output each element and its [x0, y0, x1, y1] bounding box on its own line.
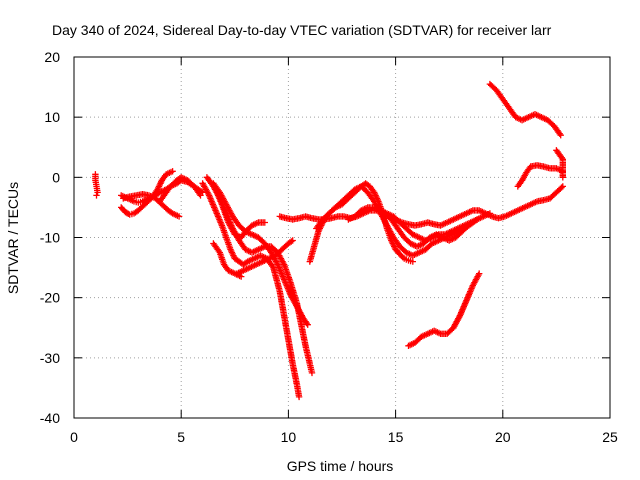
data-series-11 — [233, 237, 296, 277]
series-markers — [156, 174, 204, 205]
series-markers — [553, 147, 566, 181]
data-series-9 — [212, 186, 268, 241]
data-series-5 — [156, 174, 204, 205]
series-markers — [120, 191, 183, 220]
data-series-16 — [381, 210, 472, 250]
series-markers — [405, 270, 483, 349]
y-tick-label: 20 — [44, 49, 60, 65]
data-series-17 — [405, 270, 483, 349]
y-tick-label: 0 — [52, 169, 60, 185]
chart-title: Day 340 of 2024, Sidereal Day-to-day VTE… — [52, 22, 552, 38]
series-markers — [233, 237, 296, 277]
data-series — [92, 80, 566, 401]
y-axis-label: SDTVAR / TECUs — [5, 182, 21, 294]
x-tick-label: 10 — [281, 429, 297, 445]
y-tick-label: 10 — [44, 109, 60, 125]
x-tick-label: 0 — [70, 429, 78, 445]
data-series-20 — [553, 147, 566, 181]
y-tick-label: -20 — [40, 290, 60, 306]
series-markers — [486, 80, 564, 139]
series-markers — [514, 162, 566, 190]
data-series-18 — [486, 80, 564, 139]
data-series-1 — [92, 171, 101, 199]
x-tick-label: 15 — [388, 429, 404, 445]
series-markers — [92, 171, 101, 199]
series-markers — [212, 186, 268, 241]
x-tick-label: 25 — [602, 429, 618, 445]
y-tick-label: -40 — [40, 410, 60, 426]
y-tick-label: -10 — [40, 230, 60, 246]
x-tick-label: 5 — [177, 429, 185, 445]
x-axis-label: GPS time / hours — [287, 458, 394, 474]
x-tick-label: 20 — [495, 429, 511, 445]
data-series-19 — [514, 162, 566, 190]
series-markers — [381, 210, 472, 250]
axis-ticks: 0 5 10 15 20 25 -40 -30 -20 -10 0 10 20 — [40, 49, 618, 445]
grid-lines — [74, 57, 610, 418]
y-tick-label: -30 — [40, 350, 60, 366]
data-series-4 — [120, 191, 183, 220]
